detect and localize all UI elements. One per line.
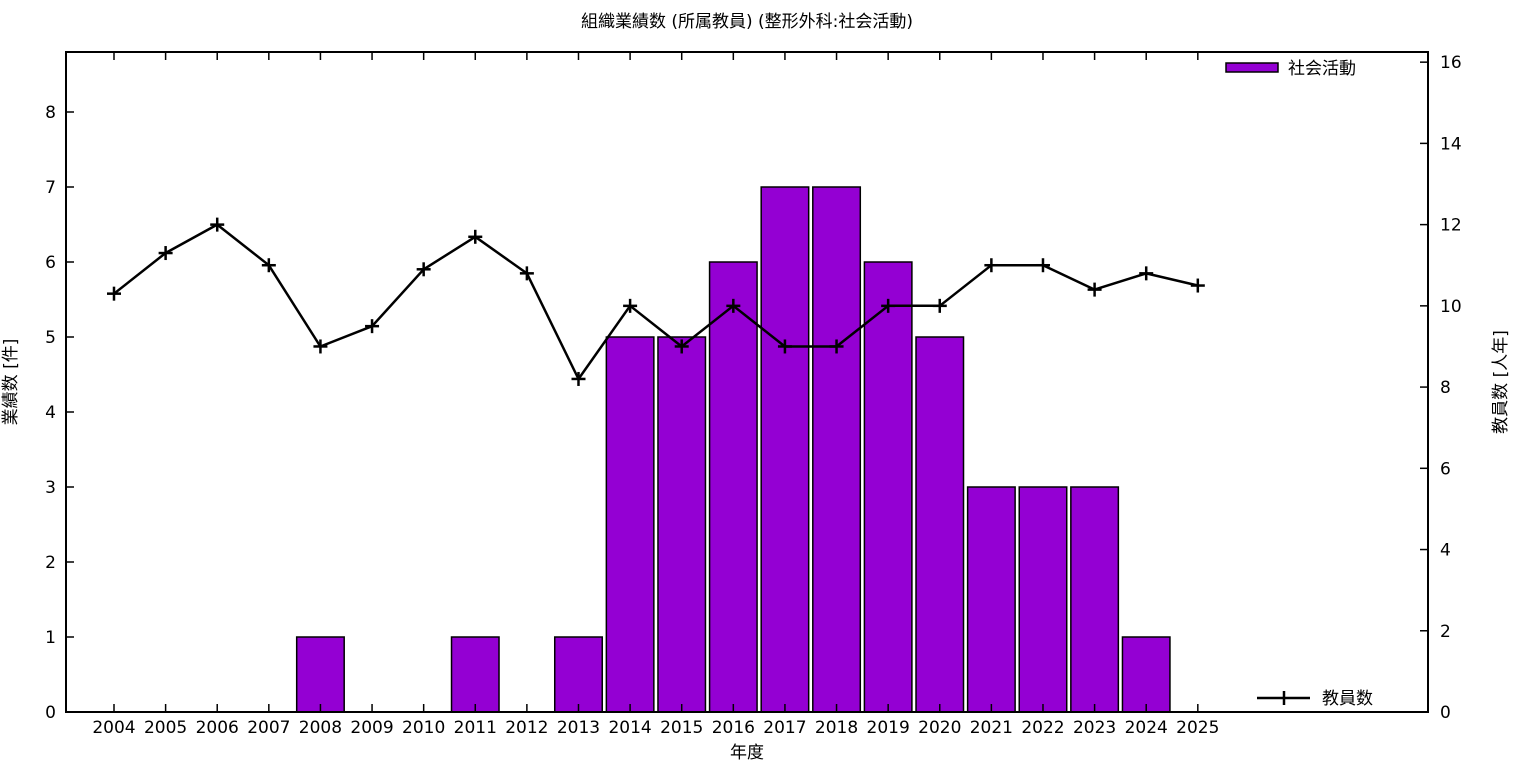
line-point-2011: [468, 229, 483, 244]
x-tick-label-2006: 2006: [196, 718, 239, 738]
x-tick-label-2023: 2023: [1073, 718, 1116, 738]
line-point-2006: [210, 217, 225, 232]
line-point-2005: [158, 246, 173, 261]
bar-2020: [915, 336, 965, 713]
y-right-tick-label-6: 6: [1440, 459, 1451, 479]
bar-2014: [605, 336, 655, 713]
bar-2021: [966, 486, 1016, 713]
x-tick-label-2022: 2022: [1021, 718, 1064, 738]
line-point-2017: [777, 339, 792, 354]
y-left-tick-label-4: 4: [45, 403, 56, 423]
y-left-tick-label-5: 5: [45, 328, 56, 348]
line-point-2008: [313, 339, 328, 354]
x-tick-label-2020: 2020: [918, 718, 961, 738]
x-tick-label-2025: 2025: [1176, 718, 1219, 738]
y-left-tick-label-2: 2: [45, 553, 56, 573]
y-right-tick-label-12: 12: [1440, 216, 1462, 236]
line-point-2010: [416, 262, 431, 277]
chart-title: 組織業績数 (所属教員) (整形外科:社会活動): [581, 12, 913, 32]
x-tick-label-2005: 2005: [144, 718, 187, 738]
legend-bar-swatch: [1225, 62, 1279, 73]
x-tick-label-2019: 2019: [867, 718, 910, 738]
bar-2023: [1070, 486, 1120, 713]
legend-bar-series: 社会活動: [1225, 59, 1356, 79]
line-point-2020: [932, 298, 947, 313]
legend-line-series: 教員数: [1257, 689, 1373, 709]
x-tick-label-2008: 2008: [299, 718, 342, 738]
x-tick-label-2016: 2016: [712, 718, 755, 738]
line-point-2024: [1139, 266, 1154, 281]
x-axis-label: 年度: [730, 743, 764, 763]
y-right-tick-label-0: 0: [1440, 703, 1451, 723]
x-tick-label-2017: 2017: [763, 718, 806, 738]
line-point-2014: [623, 298, 638, 313]
x-tick-label-2013: 2013: [557, 718, 600, 738]
y-right-tick-label-2: 2: [1440, 622, 1451, 642]
y-right-axis-label: 教員数 [人年]: [1491, 330, 1511, 434]
y-right-tick-label-8: 8: [1440, 378, 1451, 398]
x-tick-label-2014: 2014: [608, 718, 651, 738]
line-point-2007: [261, 258, 276, 273]
x-tick-label-2024: 2024: [1125, 718, 1168, 738]
x-tick-label-2021: 2021: [970, 718, 1013, 738]
y-right-tick-label-14: 14: [1440, 134, 1462, 154]
line-point-2019: [881, 298, 896, 313]
line-point-2012: [519, 266, 534, 281]
y-left-axis-label: 業績数 [件]: [1, 339, 21, 426]
x-tick-label-2015: 2015: [660, 718, 703, 738]
line-point-2018: [829, 339, 844, 354]
x-tick-label-2012: 2012: [505, 718, 548, 738]
y-left-tick-label-0: 0: [45, 703, 56, 723]
line-point-2023: [1087, 282, 1102, 297]
bar-2013: [553, 636, 603, 713]
y-left-tick-label-6: 6: [45, 253, 56, 273]
y-left-tick-label-8: 8: [45, 103, 56, 123]
bar-2015: [657, 336, 707, 713]
y-left-tick-label-7: 7: [45, 178, 56, 198]
plot-border: [65, 51, 1429, 713]
line-point-2004: [106, 286, 121, 301]
y-right-tick-label-4: 4: [1440, 541, 1451, 561]
bar-2011: [450, 636, 500, 713]
y-left-tick-label-1: 1: [45, 628, 56, 648]
line-point-2009: [365, 319, 380, 334]
line-series-group: [106, 217, 1205, 386]
x-tick-label-2009: 2009: [350, 718, 393, 738]
bar-2022: [1018, 486, 1068, 713]
y-left-tick-label-3: 3: [45, 478, 56, 498]
y-right-tick-label-10: 10: [1440, 297, 1462, 317]
bar-2024: [1121, 636, 1171, 713]
bar-2018: [812, 186, 862, 713]
line-point-2013: [571, 371, 586, 386]
axis-ticks-group: 2004 2005 2006 2007 2008 2009 2010 2011 2012 2013…: [45, 52, 1462, 738]
x-tick-label-2004: 2004: [92, 718, 135, 738]
x-tick-label-2007: 2007: [247, 718, 290, 738]
line-point-2022: [1035, 258, 1050, 273]
bar-2016: [708, 261, 758, 713]
bar-2017: [760, 186, 810, 713]
line-point-2025: [1190, 278, 1205, 293]
y-right-tick-label-16: 16: [1440, 53, 1462, 73]
legend-bar-label: 社会活動: [1288, 59, 1356, 79]
line-point-2021: [984, 258, 999, 273]
bar-2008: [295, 636, 345, 713]
x-tick-label-2011: 2011: [454, 718, 497, 738]
x-tick-label-2010: 2010: [402, 718, 445, 738]
bar-2019: [863, 261, 913, 713]
line-point-2016: [726, 298, 741, 313]
legend-line-label: 教員数: [1322, 689, 1373, 709]
faculty-line: [113, 223, 1199, 381]
bar-series-group: [295, 186, 1171, 713]
line-point-2015: [674, 339, 689, 354]
x-tick-label-2018: 2018: [815, 718, 858, 738]
